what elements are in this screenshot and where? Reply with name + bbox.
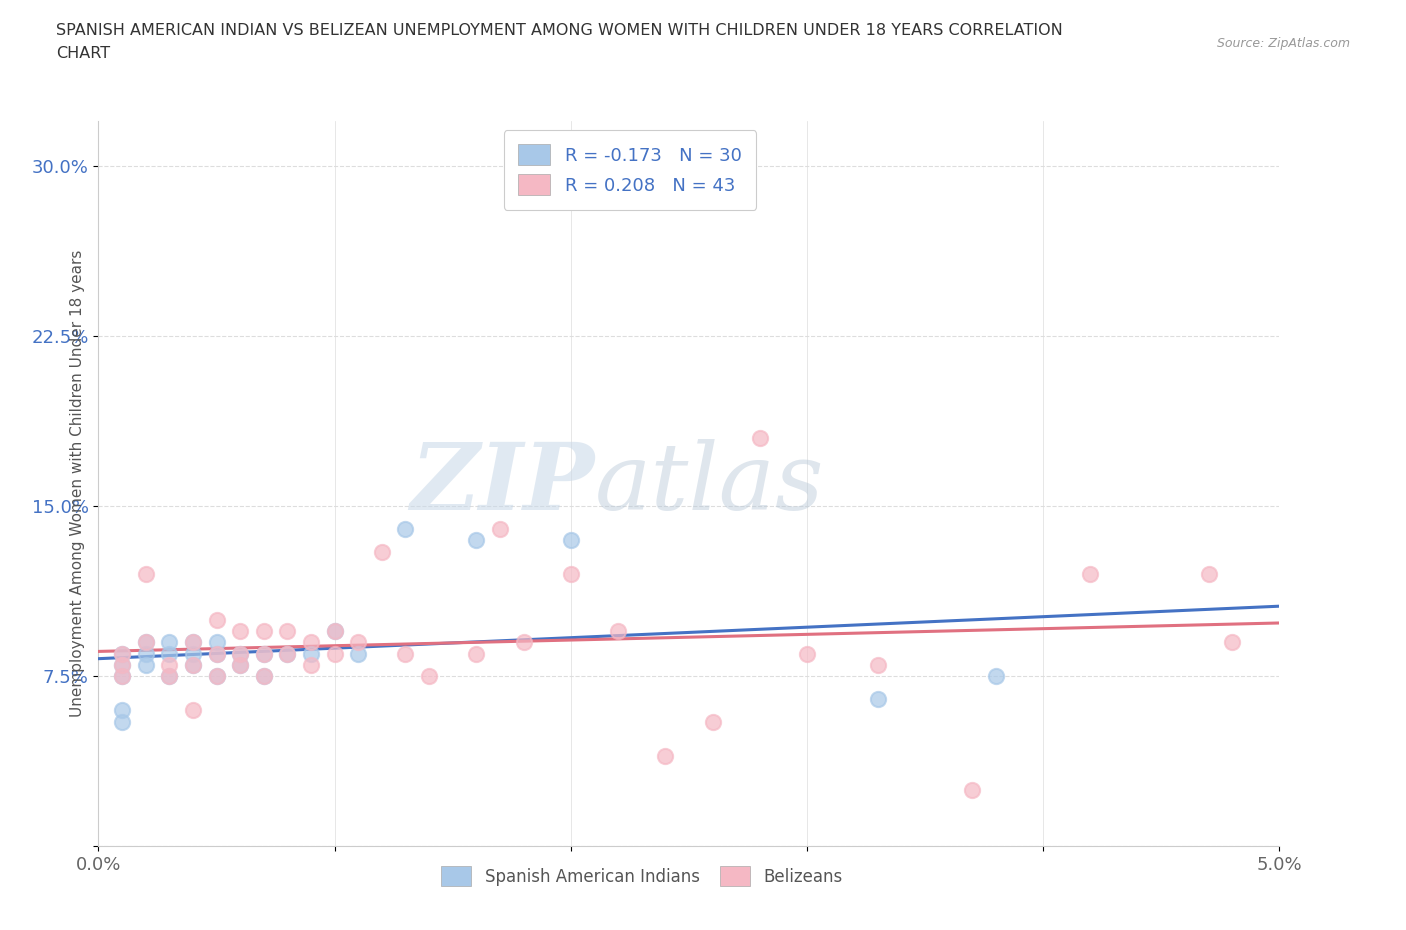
Point [111, 669, 134, 684]
Text: CHART: CHART [56, 46, 110, 61]
Point [229, 646, 252, 661]
Point [394, 522, 416, 537]
Point [1220, 635, 1243, 650]
Point [418, 669, 440, 684]
Point [299, 646, 322, 661]
Point [111, 646, 134, 661]
Legend: Spanish American Indians, Belizeans: Spanish American Indians, Belizeans [434, 860, 849, 893]
Point [323, 623, 346, 638]
Point [276, 623, 298, 638]
Point [796, 646, 818, 661]
Point [276, 646, 298, 661]
Point [962, 782, 984, 797]
Text: SPANISH AMERICAN INDIAN VS BELIZEAN UNEMPLOYMENT AMONG WOMEN WITH CHILDREN UNDER: SPANISH AMERICAN INDIAN VS BELIZEAN UNEM… [56, 23, 1063, 38]
Point [181, 658, 204, 672]
Point [205, 669, 228, 684]
Point [299, 635, 322, 650]
Point [135, 646, 157, 661]
Point [111, 658, 134, 672]
Point [866, 658, 889, 672]
Point [205, 646, 228, 661]
Point [323, 646, 346, 661]
Point [157, 658, 180, 672]
Point [654, 748, 676, 763]
Point [276, 646, 298, 661]
Point [702, 714, 724, 729]
Point [489, 522, 512, 537]
Point [560, 533, 582, 548]
Point [135, 658, 157, 672]
Point [157, 635, 180, 650]
Point [181, 658, 204, 672]
Point [205, 612, 228, 627]
Point [111, 669, 134, 684]
Point [135, 635, 157, 650]
Point [347, 646, 370, 661]
Point [394, 646, 416, 661]
Point [323, 623, 346, 638]
Point [205, 669, 228, 684]
Point [253, 646, 276, 661]
Point [181, 635, 204, 650]
Point [253, 669, 276, 684]
Point [866, 692, 889, 707]
Point [181, 646, 204, 661]
Text: Source: ZipAtlas.com: Source: ZipAtlas.com [1216, 37, 1350, 50]
Point [253, 623, 276, 638]
Point [253, 669, 276, 684]
Point [371, 544, 394, 559]
Y-axis label: Unemployment Among Women with Children Under 18 years: Unemployment Among Women with Children U… [69, 250, 84, 717]
Point [229, 646, 252, 661]
Text: ZIP: ZIP [411, 439, 595, 528]
Point [135, 567, 157, 582]
Text: atlas: atlas [595, 439, 824, 528]
Point [181, 703, 204, 718]
Point [512, 635, 534, 650]
Point [607, 623, 630, 638]
Point [560, 567, 582, 582]
Point [111, 658, 134, 672]
Point [229, 623, 252, 638]
Point [111, 646, 134, 661]
Point [299, 658, 322, 672]
Point [157, 646, 180, 661]
Point [181, 635, 204, 650]
Point [1080, 567, 1102, 582]
Point [111, 714, 134, 729]
Point [205, 635, 228, 650]
Point [135, 635, 157, 650]
Point [157, 669, 180, 684]
Point [229, 658, 252, 672]
Point [111, 703, 134, 718]
Point [984, 669, 1007, 684]
Point [465, 533, 488, 548]
Point [748, 431, 770, 445]
Point [1198, 567, 1220, 582]
Point [157, 669, 180, 684]
Point [229, 658, 252, 672]
Point [465, 646, 488, 661]
Point [347, 635, 370, 650]
Point [253, 646, 276, 661]
Point [205, 646, 228, 661]
